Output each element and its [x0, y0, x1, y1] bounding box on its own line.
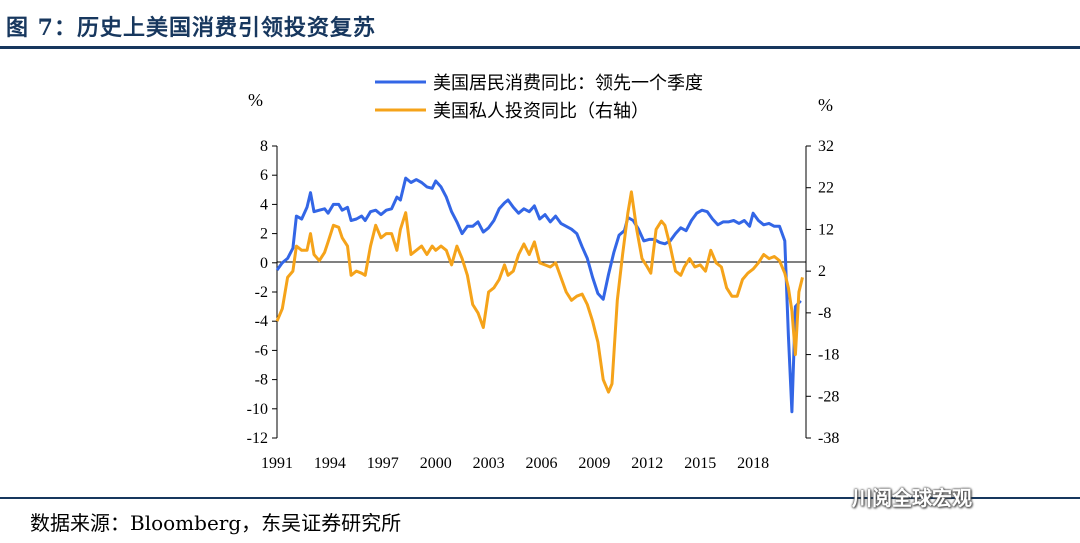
left-tick-label: 2	[260, 226, 268, 243]
x-tick-label: 2003	[473, 455, 505, 472]
x-tick-label: 2012	[631, 455, 663, 472]
right-axis-ticks: 32 22 12 2 -8 -18 -28 -38	[806, 138, 839, 447]
x-tick-label: 2009	[578, 455, 610, 472]
x-tick-label: 2018	[737, 455, 769, 472]
right-tick-label: 22	[818, 180, 834, 197]
right-tick-label: -18	[818, 347, 839, 364]
x-tick-label: 2015	[684, 455, 716, 472]
source-note: 数据来源：Bloomberg，东吴证券研究所	[30, 511, 402, 535]
right-tick-label: 2	[818, 263, 826, 280]
right-tick-label: -38	[818, 430, 839, 447]
x-tick-label: 1991	[261, 455, 293, 472]
left-axis-ticks: 8 6 4 2 0 -2 -4 -6 -8 -10 -12	[247, 138, 277, 447]
right-axis-unit: %	[818, 95, 833, 115]
left-tick-label: -12	[247, 430, 268, 447]
series-line-consumption	[275, 176, 802, 414]
legend-label-investment: 美国私人投资同比（右轴）	[433, 101, 649, 122]
right-tick-label: -28	[818, 388, 839, 405]
watermark: 川阅全球宏观	[852, 486, 972, 510]
x-tick-label: 2006	[526, 455, 558, 472]
chart: 美国居民消费同比：领先一个季度 美国私人投资同比（右轴） % % 8 6 4 2 0 -2…	[247, 73, 840, 472]
x-tick-label: 1997	[367, 455, 399, 472]
left-tick-label: -8	[255, 372, 268, 389]
source-divider	[0, 497, 1080, 499]
page-title: 图 7：历史上美国消费引领投资复苏	[6, 15, 376, 41]
legend-label-consumption: 美国居民消费同比：领先一个季度	[433, 73, 703, 94]
left-tick-label: 6	[260, 167, 268, 184]
left-tick-label: 4	[260, 196, 268, 213]
left-tick-label: -2	[255, 284, 268, 301]
x-axis-ticks: 1991 1994 1997 2000 2003 2006 2009 2012 2015 2018	[261, 455, 769, 472]
x-tick-label: 2000	[420, 455, 452, 472]
right-tick-label: 12	[818, 221, 834, 238]
left-axis-unit: %	[248, 90, 263, 110]
right-tick-label: -8	[818, 305, 831, 322]
left-tick-label: -6	[255, 342, 268, 359]
x-tick-label: 1994	[314, 455, 346, 472]
left-tick-label: -4	[255, 313, 268, 330]
left-tick-label: 0	[260, 255, 268, 272]
title-divider	[0, 46, 1080, 49]
left-tick-label: 8	[260, 138, 268, 155]
right-tick-label: 32	[818, 138, 834, 155]
left-tick-label: -10	[247, 401, 268, 418]
series-line-investment	[275, 190, 804, 394]
chart-legend: 美国居民消费同比：领先一个季度 美国私人投资同比（右轴）	[375, 73, 703, 122]
